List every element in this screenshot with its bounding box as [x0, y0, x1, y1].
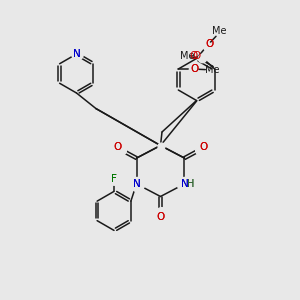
Text: F: F — [111, 174, 117, 184]
Text: O: O — [190, 51, 198, 61]
Text: O: O — [113, 142, 122, 152]
Text: O: O — [156, 212, 165, 222]
Text: N: N — [133, 179, 140, 189]
Text: F: F — [111, 174, 117, 184]
Text: N: N — [73, 49, 80, 59]
Text: O: O — [205, 38, 214, 49]
Text: N: N — [181, 179, 188, 189]
Text: N: N — [181, 179, 188, 189]
Text: O: O — [190, 64, 198, 74]
Text: O: O — [156, 212, 165, 222]
Text: N: N — [133, 179, 140, 189]
Text: H: H — [187, 179, 194, 189]
Text: Me: Me — [212, 26, 227, 36]
Text: H: H — [187, 179, 194, 189]
Text: N: N — [73, 49, 80, 59]
Text: O: O — [205, 38, 214, 49]
Text: O: O — [190, 64, 198, 74]
Text: O: O — [113, 142, 122, 152]
Text: Me: Me — [205, 64, 220, 75]
Text: O: O — [200, 142, 208, 152]
Text: O: O — [193, 51, 201, 61]
Text: Me: Me — [181, 51, 195, 61]
Text: O: O — [200, 142, 208, 152]
